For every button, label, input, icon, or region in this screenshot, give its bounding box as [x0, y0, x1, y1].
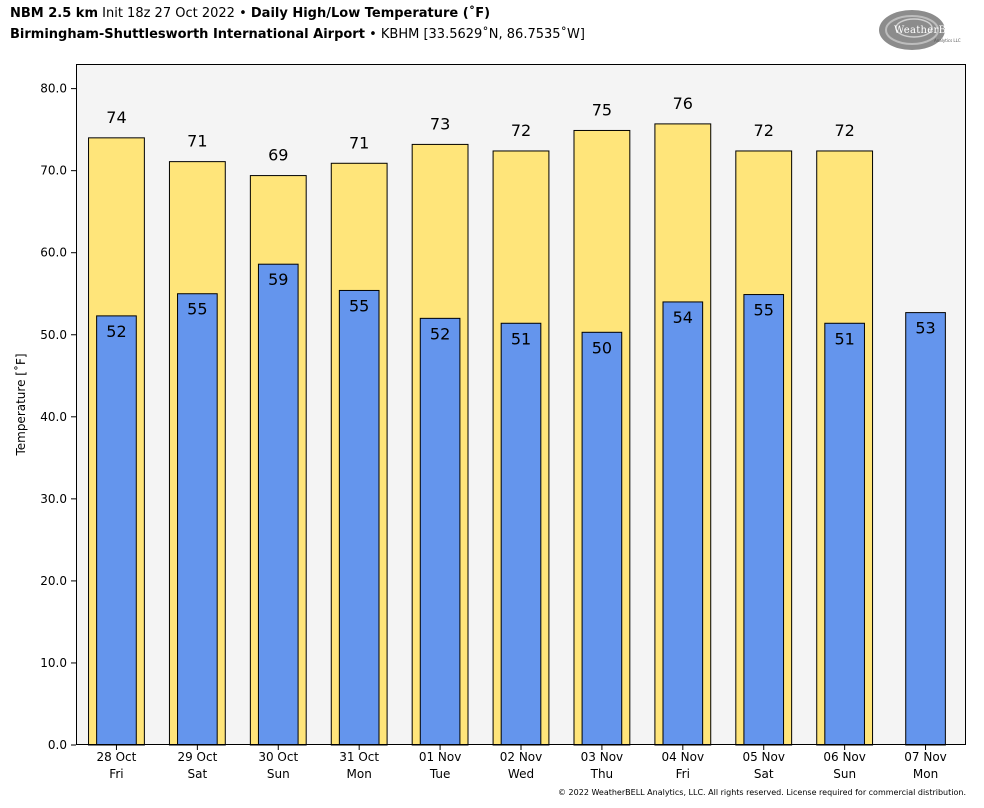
- x-tick-date: 30 Oct: [258, 750, 298, 764]
- x-tick-weekday: Sat: [188, 767, 208, 781]
- low-bar: [500, 322, 542, 746]
- low-value-label: 53: [915, 319, 935, 338]
- low-value-label: 54: [673, 308, 693, 327]
- low-value-label: 51: [834, 329, 854, 348]
- low-bar: [824, 322, 865, 746]
- low-value-label: 50: [592, 338, 612, 357]
- low-bar: [257, 263, 299, 746]
- station-name: Birmingham-Shuttlesworth International A…: [10, 27, 365, 42]
- y-tick-label: 10.0: [40, 656, 67, 670]
- logo-subtext: Analytics LLC: [934, 38, 961, 43]
- y-tick-label: 60.0: [40, 246, 67, 260]
- high-value-label: 72: [754, 121, 774, 140]
- x-tick-date: 04 Nov: [662, 750, 705, 764]
- high-value-label: 72: [834, 121, 854, 140]
- low-value-label: 59: [268, 270, 288, 289]
- low-bar: [338, 289, 380, 746]
- bullet: •: [239, 6, 247, 21]
- station-info: KBHM [33.5629˚N, 86.7535˚W]: [380, 27, 585, 42]
- x-tick-date: 02 Nov: [500, 750, 543, 764]
- x-tick-date: 03 Nov: [581, 750, 624, 764]
- x-tick-weekday: Sun: [833, 767, 856, 781]
- x-axis: 28 Oct Fri 29 Oct Sat 30 Oct Sun 31 Oct Mon 01 N…: [97, 745, 947, 781]
- x-tick-weekday: Thu: [590, 767, 614, 781]
- low-bars: [96, 263, 946, 746]
- y-axis: 0.0 10.0 20.0 30.0 40.0 50.0 60.0 70.0 80.0: [40, 82, 76, 752]
- model-name: NBM 2.5 km: [10, 6, 98, 21]
- plot-frame: [76, 64, 966, 745]
- low-bar: [419, 317, 461, 746]
- chart-title-line2: Birmingham-Shuttlesworth International A…: [10, 27, 585, 42]
- high-value-label: 73: [430, 114, 450, 133]
- low-bar: [177, 293, 218, 746]
- x-tick-date: 28 Oct: [97, 750, 137, 764]
- low-value-label: 55: [349, 296, 369, 315]
- x-tick-date: 31 Oct: [339, 750, 379, 764]
- data-labels: 74 52 71 55 69 59 71 55 73 52 72 51 75 50 76 54 72 55 72 51…: [106, 94, 935, 357]
- x-tick-date: 05 Nov: [742, 750, 785, 764]
- y-axis-label: Temperature [˚F]: [13, 353, 28, 456]
- high-value-label: 72: [511, 121, 531, 140]
- low-bar: [581, 331, 623, 746]
- low-value-label: 52: [430, 324, 450, 343]
- logo-text: WeatherBELL: [894, 25, 968, 36]
- x-tick-date: 06 Nov: [823, 750, 866, 764]
- logo-swirl-icon: [879, 10, 945, 50]
- x-tick-weekday: Mon: [913, 767, 938, 781]
- x-tick-date: 07 Nov: [904, 750, 947, 764]
- low-value-label: 52: [106, 322, 126, 341]
- y-tick-label: 50.0: [40, 328, 67, 342]
- high-value-label: 71: [349, 133, 369, 152]
- high-value-label: 69: [268, 146, 288, 165]
- copyright-notice: © 2022 WeatherBELL Analytics, LLC. All r…: [558, 788, 966, 797]
- chart-title-line1: NBM 2.5 km Init 18z 27 Oct 2022 • Daily …: [10, 6, 490, 21]
- y-tick-label: 80.0: [40, 82, 67, 96]
- bullet: •: [369, 27, 377, 42]
- low-value-label: 55: [754, 301, 774, 320]
- x-tick-date: 01 Nov: [419, 750, 462, 764]
- high-value-label: 75: [592, 100, 612, 119]
- low-bar: [743, 294, 785, 746]
- y-tick-label: 70.0: [40, 164, 67, 178]
- x-tick-weekday: Tue: [429, 767, 451, 781]
- y-tick-label: 20.0: [40, 574, 67, 588]
- low-bar: [662, 301, 704, 746]
- low-value-label: 51: [511, 329, 531, 348]
- y-tick-label: 0.0: [48, 738, 67, 752]
- init-time: Init 18z 27 Oct 2022: [102, 6, 235, 21]
- high-value-label: 76: [673, 94, 693, 113]
- x-tick-weekday: Wed: [508, 767, 534, 781]
- high-value-label: 71: [187, 132, 207, 151]
- x-tick-weekday: Sun: [267, 767, 290, 781]
- x-tick-weekday: Fri: [676, 767, 690, 781]
- y-tick-label: 30.0: [40, 492, 67, 506]
- weatherbell-logo: WeatherBELL Analytics LLC: [876, 6, 968, 56]
- high-value-label: 74: [106, 108, 126, 127]
- x-tick-weekday: Sat: [754, 767, 774, 781]
- low-value-label: 55: [187, 300, 207, 319]
- x-tick-weekday: Fri: [109, 767, 123, 781]
- x-tick-date: 29 Oct: [177, 750, 217, 764]
- y-tick-label: 40.0: [40, 410, 67, 424]
- product-name: Daily High/Low Temperature (˚F): [250, 6, 491, 21]
- low-bar: [905, 312, 946, 746]
- x-tick-weekday: Mon: [347, 767, 372, 781]
- low-bar: [96, 315, 137, 746]
